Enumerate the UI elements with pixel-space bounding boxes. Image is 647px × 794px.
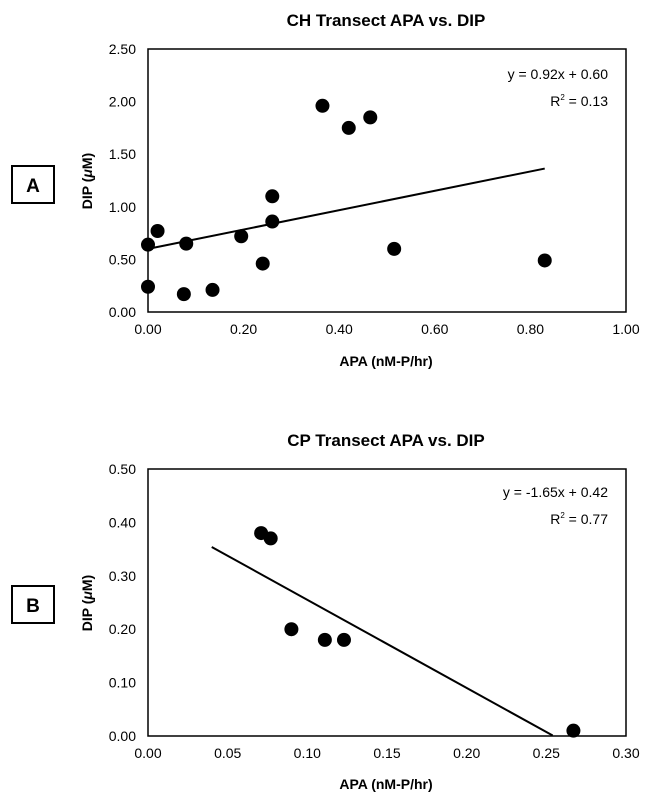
chart-a-y-tick-label: 2.50: [109, 41, 136, 57]
chart-a-x-tick-label: 0.20: [230, 321, 257, 337]
chart-b-x-ticks: 0.00 0.05 0.10 0.15 0.20 0.25 0.30: [134, 745, 639, 761]
chart-a-panel-label-box: [11, 165, 55, 204]
chart-a-y-tick-label: 0.00: [109, 304, 136, 320]
chart-a-data-point: [537, 253, 552, 268]
chart-b-equation: y = -1.65x + 0.42: [503, 484, 608, 500]
chart-b-plot-area: [147, 468, 627, 737]
chart-a-data-point: [387, 241, 402, 256]
chart-a-data-point: [265, 214, 280, 229]
chart-b-y-tick-label: 0.50: [109, 461, 136, 477]
chart-a-data-point: [179, 236, 194, 251]
chart-a-data-point: [150, 223, 165, 238]
chart-b-data-point: [284, 622, 299, 637]
chart-a-data-point: [265, 189, 280, 204]
chart-a-y-ticks: 0.00 0.50 1.00 1.50 2.00 2.50: [109, 41, 136, 320]
chart-a-x-tick-label: 0.40: [326, 321, 353, 337]
chart-a-x-ticks: 0.00 0.20 0.40 0.60 0.80 1.00: [134, 321, 639, 337]
chart-a-marks: [141, 98, 552, 302]
chart-b-data-point: [336, 632, 351, 647]
chart-b-title: CP Transect APA vs. DIP: [287, 431, 484, 450]
chart-a-data-point: [141, 237, 155, 252]
chart-a-data-point: [205, 282, 220, 297]
chart-a-x-axis-label: APA (nM-P/hr): [339, 353, 432, 369]
chart-b-x-tick-label: 0.05: [214, 745, 241, 761]
chart-a-data-point: [176, 287, 191, 302]
chart-a-x-tick-label: 1.00: [612, 321, 639, 337]
chart-a-trendline: [147, 167, 545, 250]
chart-a-data-point: [341, 120, 356, 135]
chart-a-data-point: [363, 110, 378, 125]
chart-a-title: CH Transect APA vs. DIP: [287, 11, 486, 30]
chart-a-panel-label: A: [26, 176, 40, 197]
chart-b-x-axis-label: APA (nM-P/hr): [339, 776, 432, 792]
chart-b-y-ticks: 0.00 0.10 0.20 0.30 0.40 0.50: [109, 461, 136, 744]
chart-a-data-point: [255, 256, 270, 271]
chart-a-x-tick-label: 0.80: [517, 321, 544, 337]
chart-b-y-tick-label: 0.40: [109, 514, 136, 530]
chart-a-y-tick-label: 1.00: [109, 199, 136, 215]
chart-b-r-squared: R2 = 0.77: [550, 511, 608, 527]
chart-b-data-point: [566, 723, 581, 738]
chart-b-panel-label-box: [11, 585, 55, 624]
chart-b-x-tick-label: 0.00: [134, 745, 161, 761]
chart-b-y-axis-label: DIP (μM): [79, 575, 95, 631]
chart-b-x-tick-label: 0.10: [294, 745, 321, 761]
chart-a-data-point: [315, 98, 330, 113]
chart-a-y-axis-label: DIP (μM): [79, 153, 95, 209]
chart-b-y-tick-label: 0.20: [109, 621, 136, 637]
chart-b-y-tick-label: 0.00: [109, 728, 136, 744]
chart-b-data-point: [263, 531, 278, 546]
chart-b-trendline: [211, 546, 554, 737]
chart-b-data-point: [317, 632, 332, 647]
chart-b-x-tick-label: 0.20: [453, 745, 480, 761]
chart-a-x-tick-label: 0.00: [134, 321, 161, 337]
chart-b-x-tick-label: 0.15: [373, 745, 400, 761]
chart-a-plot-area: [147, 48, 627, 313]
chart-a-data-point: [234, 229, 249, 244]
chart-a-r-squared: R2 = 0.13: [550, 93, 608, 109]
chart-a-y-tick-label: 0.50: [109, 251, 136, 267]
chart-a-data-point: [141, 279, 155, 294]
chart-a-x-tick-label: 0.60: [421, 321, 448, 337]
chart-b-marks: [211, 526, 581, 738]
chart-b-y-tick-label: 0.30: [109, 568, 136, 584]
chart-a-y-tick-label: 1.50: [109, 146, 136, 162]
chart-b-panel-label: B: [26, 596, 40, 617]
chart-b: CP Transect APA vs. DIP 0.00 0.05 0.10 0…: [11, 431, 640, 792]
chart-b-x-tick-label: 0.25: [533, 745, 560, 761]
chart-a-y-tick-label: 2.00: [109, 94, 136, 110]
chart-b-x-tick-label: 0.30: [612, 745, 639, 761]
chart-b-y-tick-label: 0.10: [109, 675, 136, 691]
chart-a-equation: y = 0.92x + 0.60: [508, 66, 609, 82]
chart-a: CH Transect APA vs. DIP 0.00 0.20 0.40 0…: [11, 11, 640, 369]
